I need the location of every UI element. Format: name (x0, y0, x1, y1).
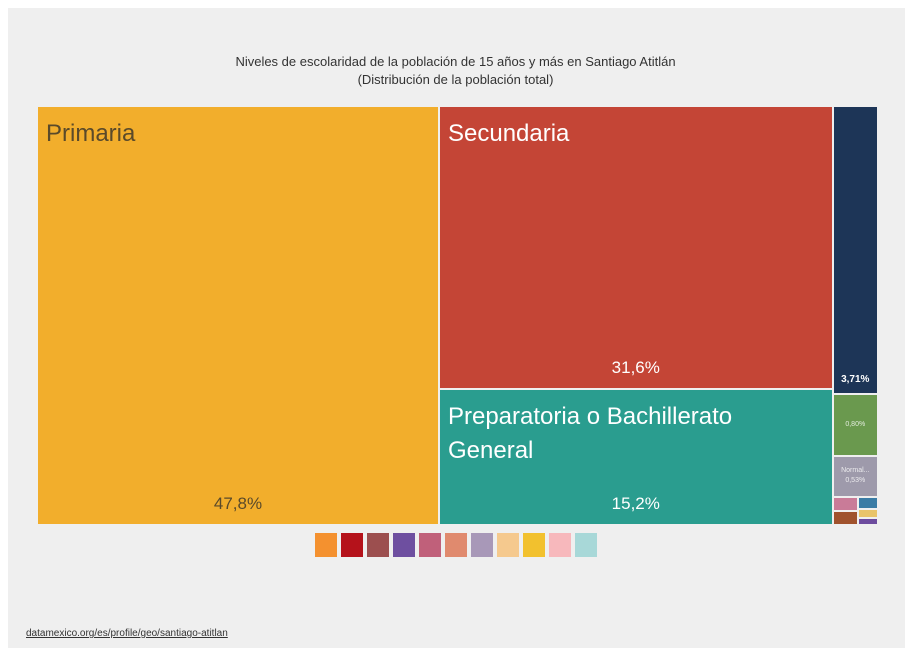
tile: 0,80% (832, 393, 878, 456)
tile: Primaria 47,8% (37, 106, 439, 525)
tile-label: Preparatoria o Bachillerato General (447, 402, 733, 464)
legend-swatch (574, 533, 597, 557)
tile: Secundaria 31,6% (438, 106, 833, 389)
chart-subtitle: (Distribución de la población total) (357, 72, 554, 87)
legend-swatch (418, 533, 441, 557)
legend-swatch (470, 533, 493, 557)
legend-swatch (366, 533, 389, 557)
legend-swatch (340, 533, 363, 557)
tile-label: Primaria (46, 120, 136, 147)
tile: Preparatoria o Bachillerato General 15,2% (438, 388, 833, 525)
chart-title: Niveles de escolaridad de la población d… (235, 54, 676, 69)
tile: 3,71% (832, 106, 878, 394)
tile (832, 497, 858, 512)
value-label: 0,53% (845, 477, 866, 485)
legend-swatch (444, 533, 467, 557)
legend-swatch (548, 533, 571, 557)
legend-swatch (314, 533, 337, 557)
tile-label: Secundaria (447, 120, 570, 147)
tile (832, 511, 858, 525)
tile (857, 518, 878, 525)
value-label: 0,80% (845, 420, 866, 428)
value-label: 31,6% (611, 357, 660, 377)
legend-swatch (392, 533, 415, 557)
tile (857, 509, 878, 518)
tile-label: Normal... (841, 467, 870, 475)
treemap: Primaria 47,8% Secundaria 31,6% Preparatoria… (37, 106, 878, 525)
tile (857, 497, 878, 510)
tile-text: Normal... 0,53% (834, 466, 877, 486)
legend-swatch (522, 533, 545, 557)
value-label: 3,71% (841, 373, 870, 385)
value-label: 47,8% (213, 494, 263, 513)
source-link[interactable]: datamexico.org/es/profile/geo/santiago-a… (26, 628, 228, 639)
tile: Normal... 0,53% (832, 455, 878, 498)
tile-text: 0,80% (834, 420, 877, 430)
legend-swatch (496, 533, 519, 557)
legend (0, 533, 911, 557)
tile-text: 3,71% (834, 373, 877, 385)
value-label: 15,2% (611, 493, 660, 513)
